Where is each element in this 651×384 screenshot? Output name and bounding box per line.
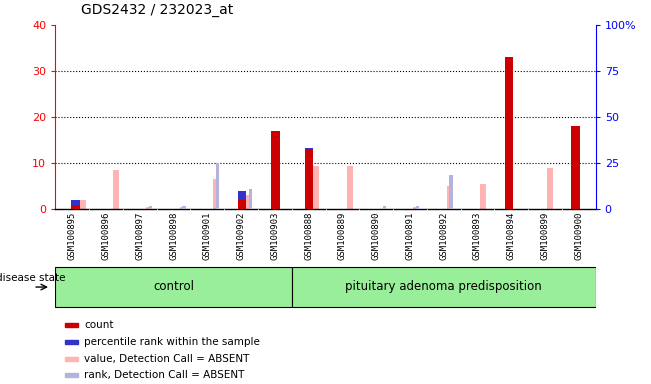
Bar — [416, 205, 419, 209]
Text: GDS2432 / 232023_at: GDS2432 / 232023_at — [81, 3, 234, 17]
Bar — [271, 131, 280, 209]
Text: GSM100903: GSM100903 — [270, 212, 279, 260]
Bar — [71, 205, 79, 209]
Bar — [447, 186, 452, 209]
Bar — [180, 207, 186, 209]
Text: GSM100891: GSM100891 — [406, 212, 415, 260]
Bar — [64, 323, 78, 327]
Text: GSM100890: GSM100890 — [372, 212, 381, 260]
Text: GSM100894: GSM100894 — [506, 212, 516, 260]
Text: GSM100889: GSM100889 — [338, 212, 347, 260]
FancyBboxPatch shape — [292, 267, 596, 307]
Bar — [383, 205, 386, 209]
Bar — [64, 357, 78, 361]
Bar — [213, 179, 219, 209]
Text: GSM100896: GSM100896 — [102, 212, 111, 260]
Bar — [79, 200, 86, 209]
Bar — [249, 189, 253, 209]
Text: value, Detection Call = ABSENT: value, Detection Call = ABSENT — [84, 354, 249, 364]
Text: percentile rank within the sample: percentile rank within the sample — [84, 337, 260, 347]
FancyBboxPatch shape — [55, 267, 292, 307]
Text: GSM100895: GSM100895 — [68, 212, 77, 260]
Text: GSM100893: GSM100893 — [473, 212, 482, 260]
Bar — [547, 168, 553, 209]
Text: GSM100898: GSM100898 — [169, 212, 178, 260]
Bar — [113, 170, 119, 209]
Bar — [215, 163, 219, 209]
Bar — [64, 340, 78, 344]
Bar — [238, 191, 246, 200]
Bar — [572, 126, 580, 209]
Bar — [238, 200, 246, 209]
Text: count: count — [84, 320, 114, 330]
Bar — [149, 205, 152, 209]
Bar — [64, 373, 78, 377]
Bar — [505, 57, 513, 209]
Bar — [71, 200, 79, 205]
Bar — [247, 195, 253, 209]
Text: GSM100900: GSM100900 — [574, 212, 583, 260]
Text: GSM100888: GSM100888 — [304, 212, 313, 260]
Text: GSM100901: GSM100901 — [203, 212, 212, 260]
Bar — [313, 166, 319, 209]
Text: disease state: disease state — [0, 273, 65, 283]
Text: GSM100902: GSM100902 — [236, 212, 245, 260]
Text: GSM100897: GSM100897 — [135, 212, 145, 260]
Bar — [182, 205, 186, 209]
Text: control: control — [153, 280, 194, 293]
Text: GSM100899: GSM100899 — [540, 212, 549, 260]
Bar — [146, 207, 152, 209]
Bar — [305, 149, 313, 209]
Text: pituitary adenoma predisposition: pituitary adenoma predisposition — [345, 280, 542, 293]
Bar — [480, 184, 486, 209]
Text: rank, Detection Call = ABSENT: rank, Detection Call = ABSENT — [84, 371, 245, 381]
Text: GSM100892: GSM100892 — [439, 212, 448, 260]
Bar — [413, 207, 419, 209]
Bar — [346, 166, 353, 209]
Bar — [449, 175, 452, 209]
